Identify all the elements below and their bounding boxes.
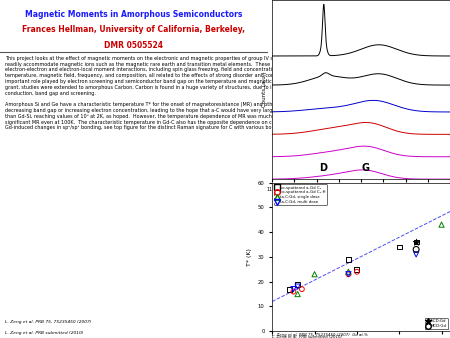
Y-axis label: T* (K): T* (K)	[248, 248, 252, 266]
Point	[298, 286, 306, 292]
Point	[413, 252, 420, 257]
Point	[413, 239, 420, 245]
Point	[311, 271, 318, 277]
Point	[294, 282, 301, 287]
X-axis label: Raman Shift (cm⁻¹): Raman Shift (cm⁻¹)	[334, 197, 388, 203]
Point	[290, 289, 297, 294]
Legend: NCD:Gd, MCD:Gd: NCD:Gd, MCD:Gd	[425, 318, 448, 329]
Text: Frances Hellman, University of California, Berkeley,: Frances Hellman, University of Californi…	[22, 25, 245, 34]
Text: This project looks at the effect of magnetic moments on the electronic and magne: This project looks at the effect of magn…	[5, 56, 449, 130]
Point	[413, 239, 420, 245]
Point	[345, 257, 352, 262]
Text: L. Zeng et al. PRB submitted (2010): L. Zeng et al. PRB submitted (2010)	[272, 335, 342, 338]
Point	[353, 267, 360, 272]
Text: G: G	[361, 163, 369, 173]
Text: Magnetic Moments in Amorphous Semiconductors: Magnetic Moments in Amorphous Semiconduc…	[25, 10, 243, 19]
Point	[345, 269, 352, 274]
Text: D: D	[319, 163, 327, 173]
Point	[438, 222, 445, 227]
Point	[345, 271, 352, 277]
Text: L. Zeng et al. PRB 75, 75235450 (2007): L. Zeng et al. PRB 75, 75235450 (2007)	[5, 320, 92, 324]
Point	[294, 291, 301, 297]
Text: L. Zeng et al. PRB submitted (2010): L. Zeng et al. PRB submitted (2010)	[5, 331, 84, 335]
Text: L. Zeng et al. PRB 75, 75235450 (2007)  Gd at.%: L. Zeng et al. PRB 75, 75235450 (2007) G…	[272, 333, 368, 337]
Point	[345, 271, 352, 277]
Text: DMR 0505524: DMR 0505524	[104, 41, 163, 50]
Point	[353, 269, 360, 274]
Point	[413, 247, 420, 252]
Y-axis label: Counts (a.u.): Counts (a.u.)	[262, 72, 267, 107]
Point	[290, 286, 297, 292]
Point	[286, 286, 293, 292]
Point	[294, 284, 301, 289]
Point	[396, 244, 403, 250]
